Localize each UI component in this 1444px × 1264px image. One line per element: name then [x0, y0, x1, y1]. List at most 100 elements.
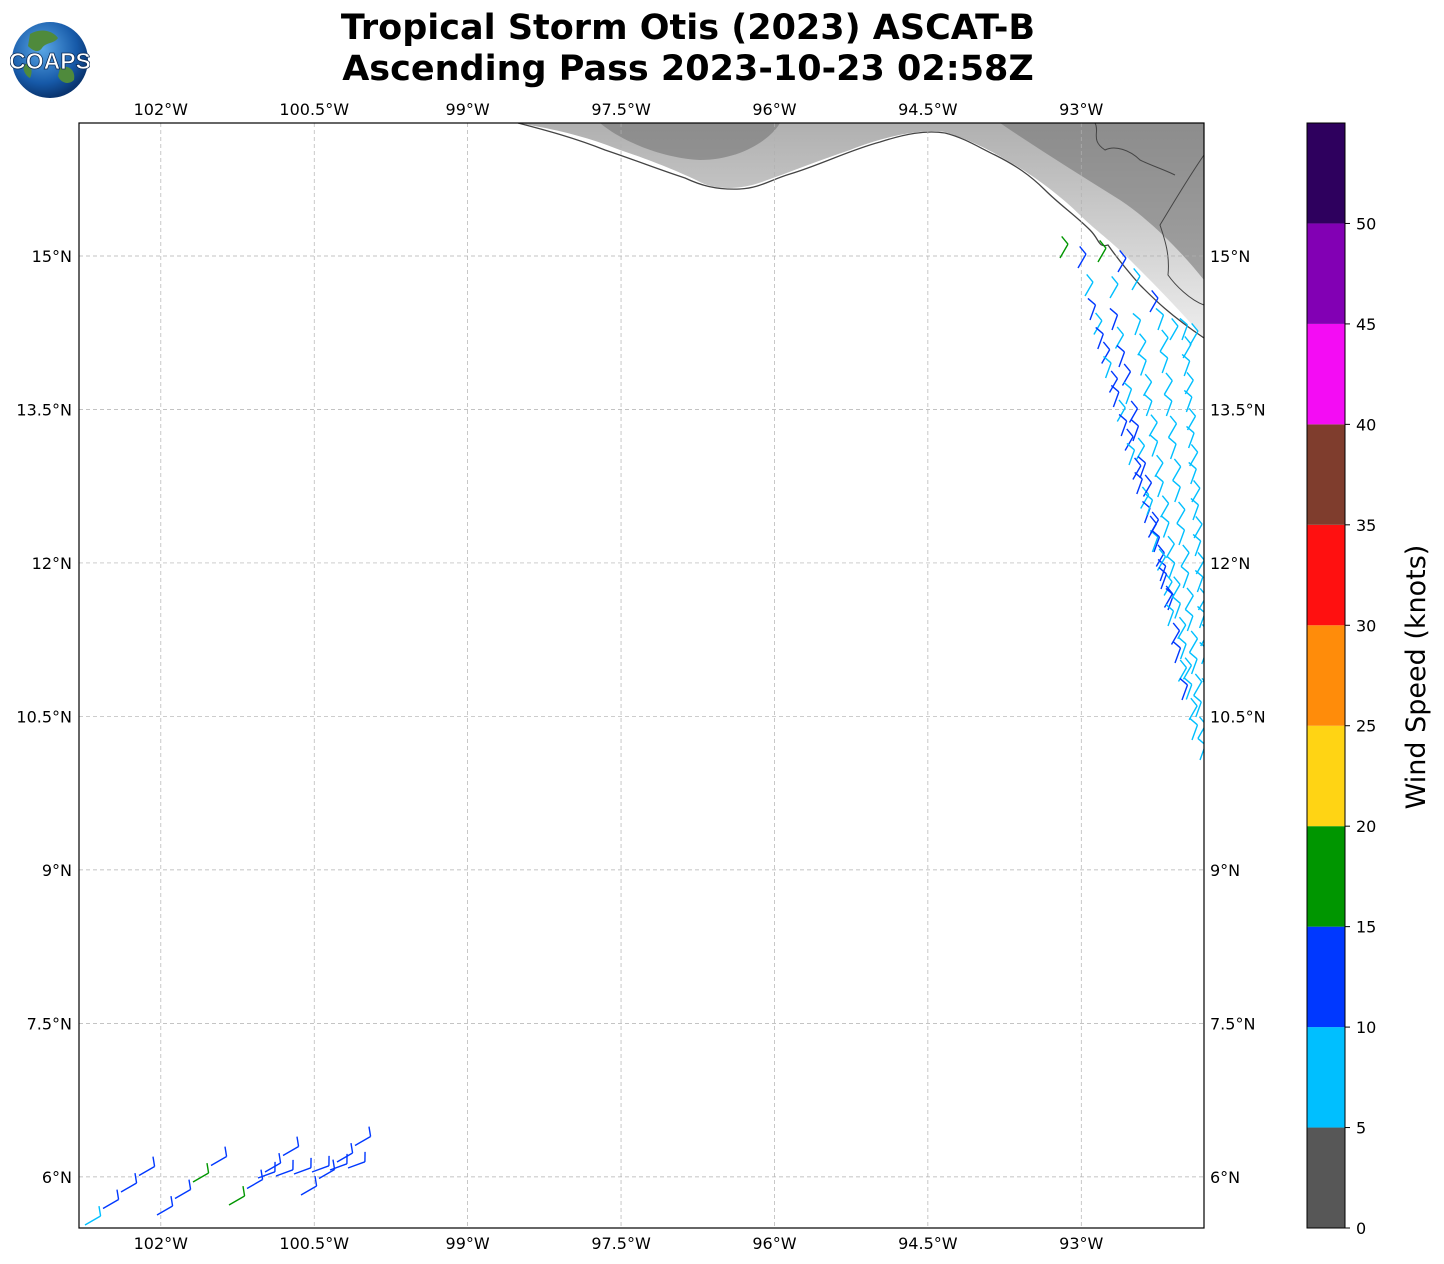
wind-barb	[1177, 616, 1187, 640]
wind-barb	[1189, 651, 1198, 675]
wind-barb-flag	[1079, 245, 1087, 255]
wind-barb-shaft	[228, 1195, 245, 1206]
wind-barb-shaft	[1117, 257, 1127, 273]
wind-barb-shaft	[1108, 378, 1119, 393]
wind-barb-flag	[1169, 415, 1178, 425]
wind-barb	[311, 1155, 330, 1173]
wind-barb-shaft	[1201, 655, 1204, 665]
wind-barb	[1178, 636, 1187, 660]
wind-barb	[1159, 350, 1169, 374]
terrain-highlands	[600, 123, 1204, 280]
lon-tick-label: 102°W	[134, 100, 189, 119]
wind-barb-shaft	[1174, 647, 1182, 664]
wind-barb	[1165, 535, 1175, 559]
wind-barb-shaft	[102, 1198, 119, 1210]
wind-barb	[1189, 717, 1199, 741]
wind-barb	[1116, 344, 1126, 368]
wind-barb	[1184, 608, 1194, 632]
wind-barb-shaft	[1182, 665, 1193, 680]
colorbar-bin	[1307, 123, 1345, 224]
wind-barb-shaft	[1132, 465, 1142, 480]
wind-barb-flag	[1110, 384, 1120, 393]
wind-barb	[228, 1186, 246, 1206]
wind-barb	[1194, 569, 1204, 593]
wind-barb-flag	[1179, 659, 1188, 669]
wind-barb-shaft	[84, 1215, 101, 1226]
wind-barb	[1132, 457, 1142, 480]
wind-barb-flag	[1095, 312, 1103, 322]
wind-barb-flag	[1195, 515, 1203, 525]
colorbar-bin	[1307, 1127, 1345, 1228]
colorbar-tick-label: 15	[1356, 918, 1376, 937]
wind-barb-flag	[1184, 657, 1192, 666]
wind-barb	[1138, 353, 1147, 376]
wind-barb	[1137, 333, 1147, 356]
lon-tick-label: 96°W	[752, 100, 796, 119]
colorbar-bin	[1307, 625, 1345, 726]
wind-barb-shaft	[1167, 423, 1178, 438]
wind-barb-shaft	[1162, 522, 1170, 538]
wind-barb-flag	[1087, 297, 1096, 306]
wind-barb-flag	[296, 1136, 300, 1147]
wind-barb	[1143, 393, 1153, 417]
wind-barb-shaft	[1160, 503, 1170, 518]
wind-barb-shaft	[1172, 466, 1182, 481]
wind-barb	[329, 1153, 348, 1171]
wind-barb-flag	[1165, 372, 1173, 382]
wind-barb-shaft	[1174, 603, 1182, 619]
wind-barb-flag	[1197, 551, 1204, 561]
wind-barb-shaft	[1194, 540, 1202, 557]
wind-barb-flag	[206, 1163, 210, 1174]
wind-barb-shaft	[1077, 253, 1087, 269]
wind-barb-shaft	[1145, 400, 1153, 417]
wind-barb-flag	[170, 1196, 174, 1207]
wind-barb-shaft	[1151, 536, 1159, 553]
wind-barb-shaft	[1140, 494, 1150, 509]
wind-barb-flag	[278, 1153, 282, 1164]
lat-tick-label: 15°N	[1210, 247, 1250, 266]
wind-barb-flag	[1103, 355, 1112, 364]
wind-barb	[1169, 317, 1179, 341]
wind-barb	[1134, 471, 1143, 495]
wind-barb-shaft	[1182, 572, 1190, 589]
wind-barb-flag	[1123, 363, 1132, 373]
wind-barb-flag	[1192, 533, 1202, 542]
wind-barb-flag	[1173, 458, 1182, 468]
wind-barb-shaft	[1125, 388, 1133, 405]
wind-barb-flag	[1144, 474, 1153, 484]
wind-barb	[1095, 326, 1104, 350]
wind-barb-flag	[1205, 660, 1211, 668]
colorbar-tick-label: 45	[1356, 315, 1376, 334]
wind-barb	[1179, 317, 1189, 341]
wind-barb-shaft	[1186, 615, 1194, 632]
wind-barb	[1132, 312, 1142, 336]
wind-barb-flag	[1184, 608, 1194, 617]
wind-barb	[347, 1151, 366, 1169]
lat-tick-label: 10.5°N	[1210, 707, 1266, 726]
wind-barb	[1179, 677, 1189, 701]
colorbar-bin	[1307, 1027, 1345, 1128]
colorbar-bin	[1307, 424, 1345, 525]
wind-barb-flag	[1190, 697, 1198, 707]
lon-tick-label: 94.5°W	[898, 1234, 958, 1253]
wind-barb-flag	[1102, 341, 1111, 351]
wind-barb-flag	[1173, 576, 1181, 585]
wind-barb-flag	[1178, 636, 1187, 645]
wind-barb-flag	[1150, 414, 1158, 423]
lat-tick-label: 13.5°N	[16, 400, 72, 419]
wind-barb	[1140, 486, 1150, 509]
wind-barb-shaft	[264, 1162, 281, 1173]
wind-barb-shaft	[1157, 314, 1165, 331]
wind-barb-shaft	[1185, 396, 1193, 413]
wind-barb-shaft	[174, 1188, 191, 1200]
wind-barb-flag	[1199, 716, 1204, 724]
wind-barb-shaft	[1197, 726, 1204, 739]
wind-barb-flag	[1144, 373, 1153, 383]
wind-barb-flag	[1158, 548, 1167, 558]
wind-barb-flag	[1149, 515, 1158, 525]
wind-barb	[1144, 492, 1154, 516]
wind-barb	[174, 1179, 192, 1200]
wind-barb-flag	[1183, 389, 1193, 398]
wind-barb-shaft	[1171, 584, 1181, 599]
wind-barb-shaft	[311, 1165, 330, 1173]
